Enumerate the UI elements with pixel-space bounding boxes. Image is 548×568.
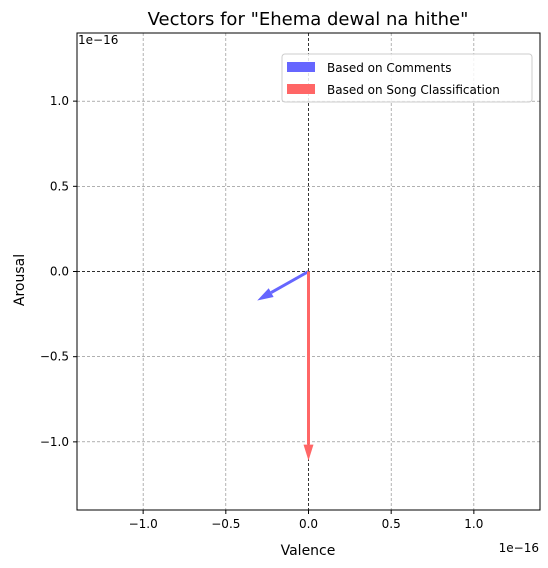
legend-swatch-classification <box>287 84 315 94</box>
chart-title: Vectors for "Ehema dewal na hithe" <box>148 9 469 30</box>
x-axis-label: Valence <box>281 543 336 559</box>
x-tick-label: −0.5 <box>211 517 240 531</box>
vector-head-classification <box>303 444 314 461</box>
legend: Based on Comments Based on Song Classifi… <box>281 53 533 103</box>
y-axis-label: Arousal <box>12 254 28 306</box>
x-tick-label: 0.5 <box>382 517 401 531</box>
y-offset-label: 1e−16 <box>78 33 118 47</box>
legend-box <box>281 53 533 103</box>
legend-label-comments: Based on Comments <box>327 61 451 75</box>
y-tick-label: −0.5 <box>40 350 69 364</box>
legend-label-classification: Based on Song Classification <box>327 83 500 97</box>
y-tick-label: 0.5 <box>50 179 69 193</box>
y-tick-label: 1.0 <box>50 94 69 108</box>
y-tick-label: 0.0 <box>50 265 69 279</box>
vector-head-comments <box>257 288 274 301</box>
x-offset-label: 1e−16 <box>499 541 539 555</box>
x-tick-label: −1.0 <box>129 517 158 531</box>
legend-swatch-comments <box>287 62 315 72</box>
x-tick-label: 0.0 <box>299 517 318 531</box>
vectors <box>257 270 314 461</box>
x-tick-label: 1.0 <box>464 517 483 531</box>
y-tick-label: −1.0 <box>40 435 69 449</box>
vector-shaft-comments <box>270 270 310 294</box>
ticks: −1.0 −0.5 0.0 0.5 1.0 −1.0 −0.5 0.0 0.5 1.0 <box>40 94 484 531</box>
plot-frame <box>76 32 541 511</box>
